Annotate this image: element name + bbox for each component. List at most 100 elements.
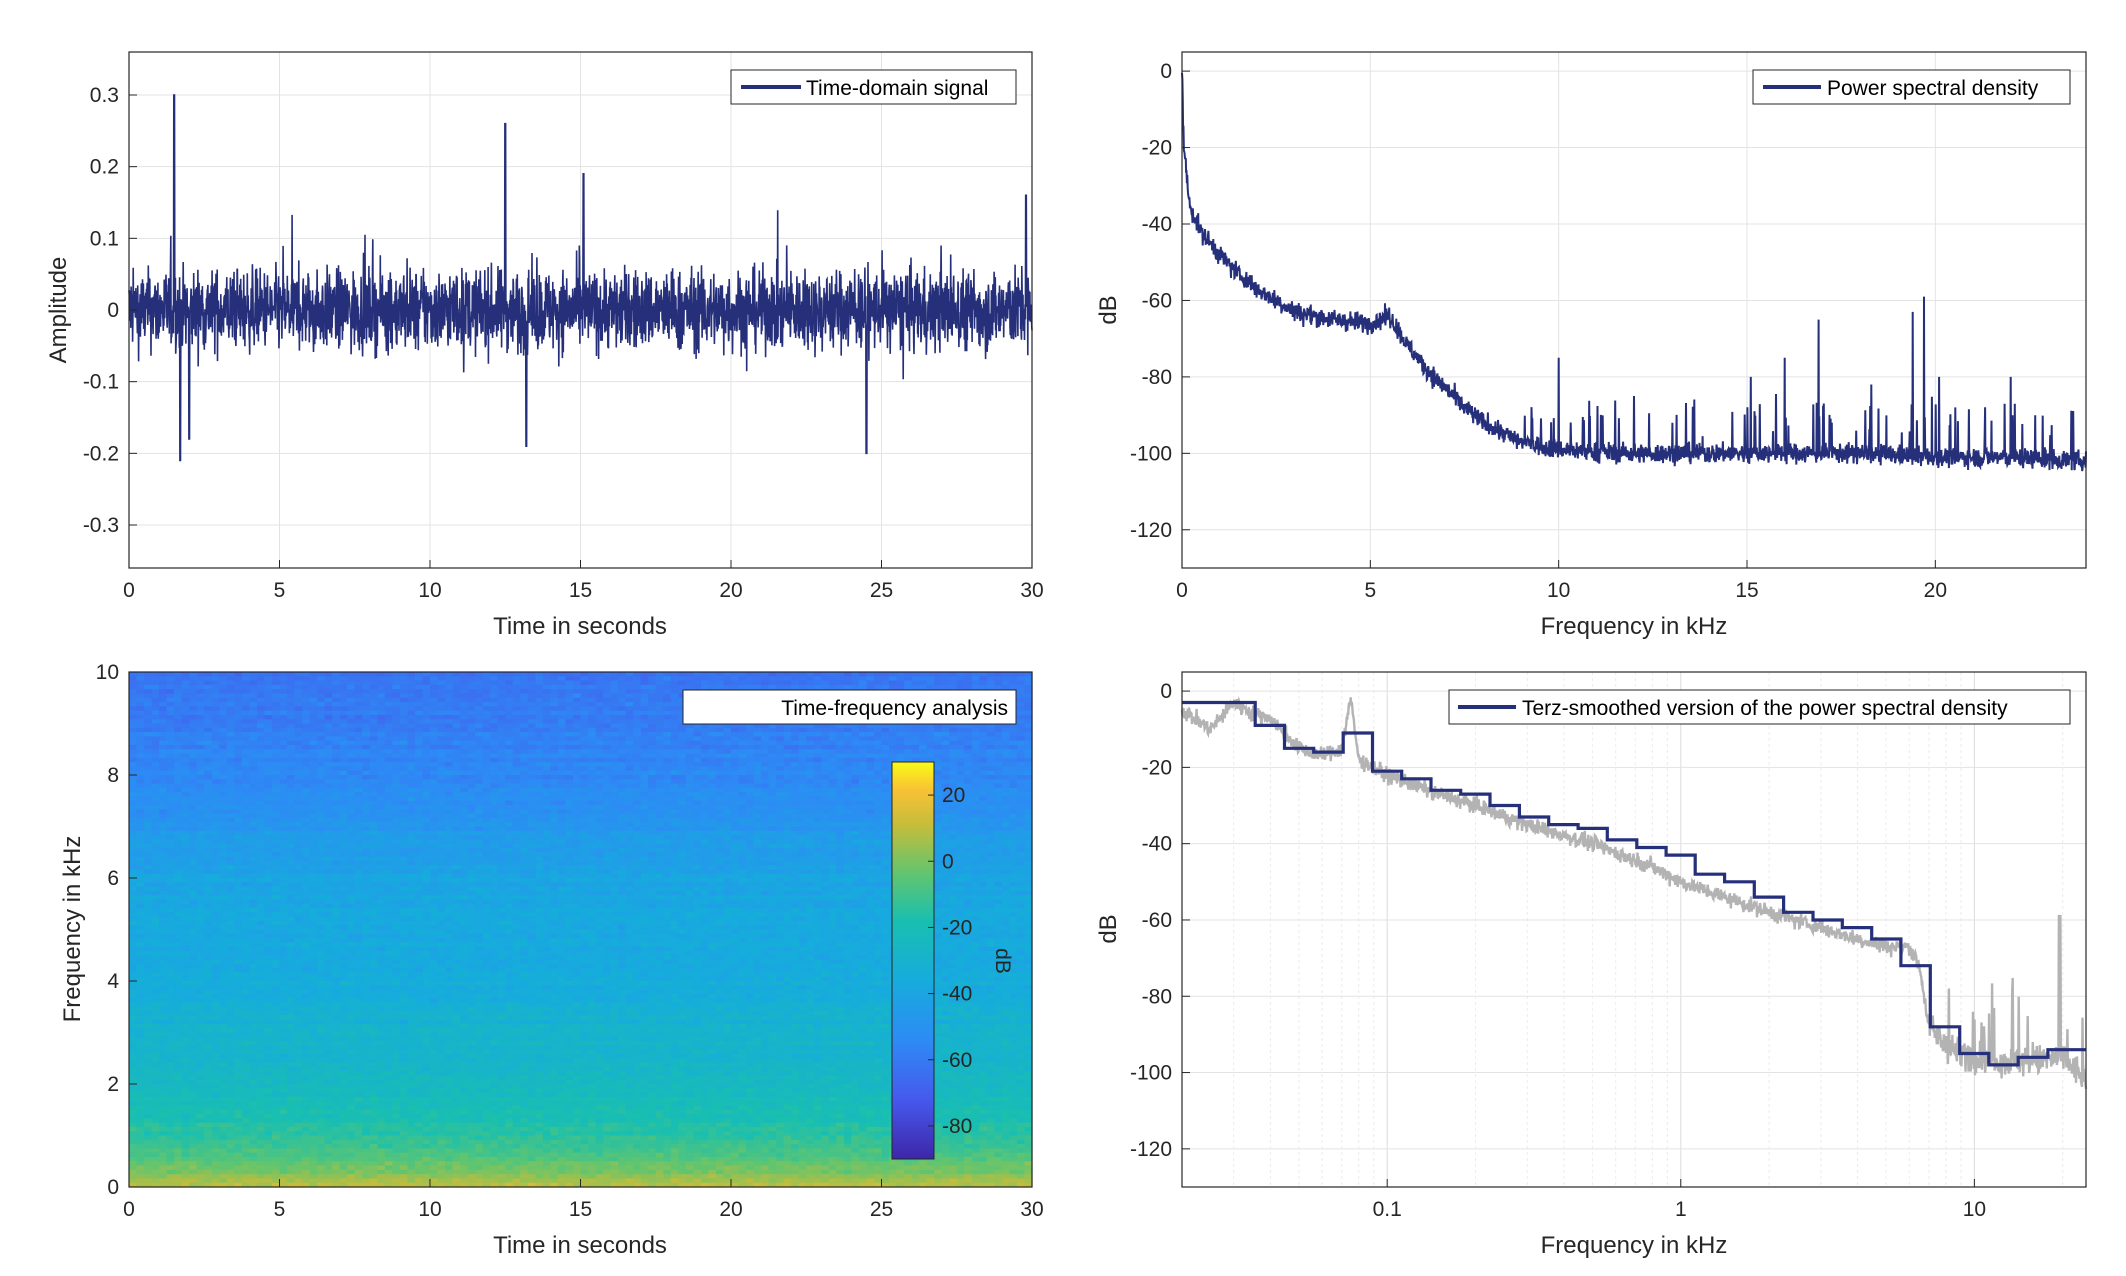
heatmap-cell: [798, 787, 807, 793]
heatmap-cell: [715, 775, 725, 780]
heatmap-cell: [761, 826, 770, 832]
heatmap-cell: [249, 697, 258, 703]
heatmap-cell: [189, 689, 198, 695]
heatmap-cell: [452, 753, 461, 759]
heatmap-cell: [279, 736, 288, 742]
heatmap-cell: [174, 749, 183, 755]
heatmap-cell: [761, 813, 770, 819]
heatmap-cell: [836, 826, 845, 832]
heatmap-cell: [821, 822, 830, 828]
heatmap-cell: [460, 843, 469, 849]
heatmap-cell: [1001, 830, 1011, 836]
heatmap-cell: [685, 727, 694, 733]
heatmap-cell: [595, 762, 604, 768]
heatmap-cell: [971, 749, 980, 755]
heatmap-cell: [302, 762, 311, 768]
heatmap-cell: [655, 766, 664, 772]
heatmap-cell: [685, 736, 694, 742]
heatmap-cell: [986, 809, 995, 815]
heatmap-cell: [542, 796, 552, 802]
heatmap-cell: [520, 762, 529, 768]
heatmap-cell: [324, 689, 333, 695]
heatmap-cell: [204, 723, 213, 729]
heatmap-cell: [369, 843, 378, 849]
heatmap-cell: [971, 839, 980, 845]
panel-time-domain: 0 5 10 15 20 25 30-0.3-0.2-0.100.10.20.3 Time …: [45, 51, 1044, 640]
heatmap-cell: [369, 672, 378, 677]
heatmap-cell: [475, 779, 484, 785]
heatmap-cell: [798, 826, 807, 832]
heatmap-cell: [700, 809, 710, 815]
heatmap-cell: [1009, 736, 1018, 742]
heatmap-cell: [166, 672, 175, 677]
heatmap-cell: [527, 693, 536, 699]
heatmap-cell: [166, 736, 175, 742]
heatmap-cell: [715, 817, 725, 823]
heatmap-cell: [159, 843, 168, 849]
heatmap-cell: [407, 843, 416, 849]
heatmap-cell: [520, 826, 529, 832]
heatmap-cell: [836, 770, 845, 776]
heatmap-cell: [144, 727, 153, 733]
heatmap-cell: [828, 736, 837, 742]
heatmap-cell: [309, 826, 318, 832]
heatmap-cell: [460, 813, 469, 819]
heatmap-cell: [204, 757, 213, 763]
heatmap-cell: [520, 740, 529, 746]
heatmap-cell: [700, 684, 710, 690]
heatmap-cell: [836, 723, 845, 729]
heatmap-cell: [211, 809, 220, 815]
heatmap-cell: [219, 813, 228, 819]
heatmap-cell: [430, 805, 439, 810]
heatmap-cell: [670, 787, 679, 793]
heatmap-cell: [971, 792, 980, 798]
heatmap-cell: [309, 676, 318, 682]
heatmap-cell: [761, 839, 770, 845]
heatmap-cell: [467, 826, 476, 832]
heatmap-cell: [347, 787, 356, 793]
heatmap-cell: [505, 702, 514, 707]
heatmap-cell: [174, 822, 183, 828]
heatmap-cell: [693, 762, 702, 768]
heatmap-cell: [798, 744, 807, 750]
heatmap-cell: [339, 736, 348, 742]
heatmap-cell: [294, 762, 303, 768]
heatmap-cell: [1024, 796, 1033, 802]
heatmap-cell: [497, 770, 506, 776]
heatmap-cell: [557, 809, 567, 815]
heatmap-cell: [618, 740, 627, 746]
heatmap-cell: [422, 762, 431, 768]
heatmap-cell: [249, 727, 258, 733]
heatmap-cell: [603, 736, 612, 742]
heatmap-cell: [256, 693, 266, 699]
heatmap-cell: [618, 835, 627, 840]
heatmap-cell: [655, 779, 664, 785]
heatmap-cell: [392, 672, 401, 677]
heatmap-cell: [588, 689, 597, 695]
heatmap-cell: [708, 740, 717, 746]
heatmap-cell: [129, 817, 138, 823]
heatmap-cell: [234, 697, 243, 703]
heatmap-cell: [776, 762, 785, 768]
heatmap-cell: [174, 839, 183, 845]
heatmap-cell: [640, 822, 649, 828]
heatmap-cell: [572, 740, 582, 746]
heatmap-cell: [813, 753, 822, 759]
heatmap-cell: [949, 809, 958, 815]
heatmap-cell: [663, 732, 672, 737]
heatmap-cell: [557, 843, 567, 849]
heatmap-cell: [241, 792, 251, 798]
heatmap-cell: [663, 672, 672, 677]
heatmap-cell: [768, 805, 777, 810]
heatmap-cell: [542, 783, 552, 789]
heatmap-cell: [949, 839, 958, 845]
heatmap-cell: [414, 770, 424, 776]
heatmap-cell: [776, 753, 785, 759]
heatmap-cell: [354, 672, 363, 677]
heatmap-cell: [144, 740, 153, 746]
heatmap-cell: [603, 727, 612, 733]
heatmap-cell: [873, 787, 883, 793]
heatmap-cell: [497, 740, 506, 746]
heatmap-cell: [565, 714, 574, 720]
heatmap-cell: [791, 839, 800, 845]
